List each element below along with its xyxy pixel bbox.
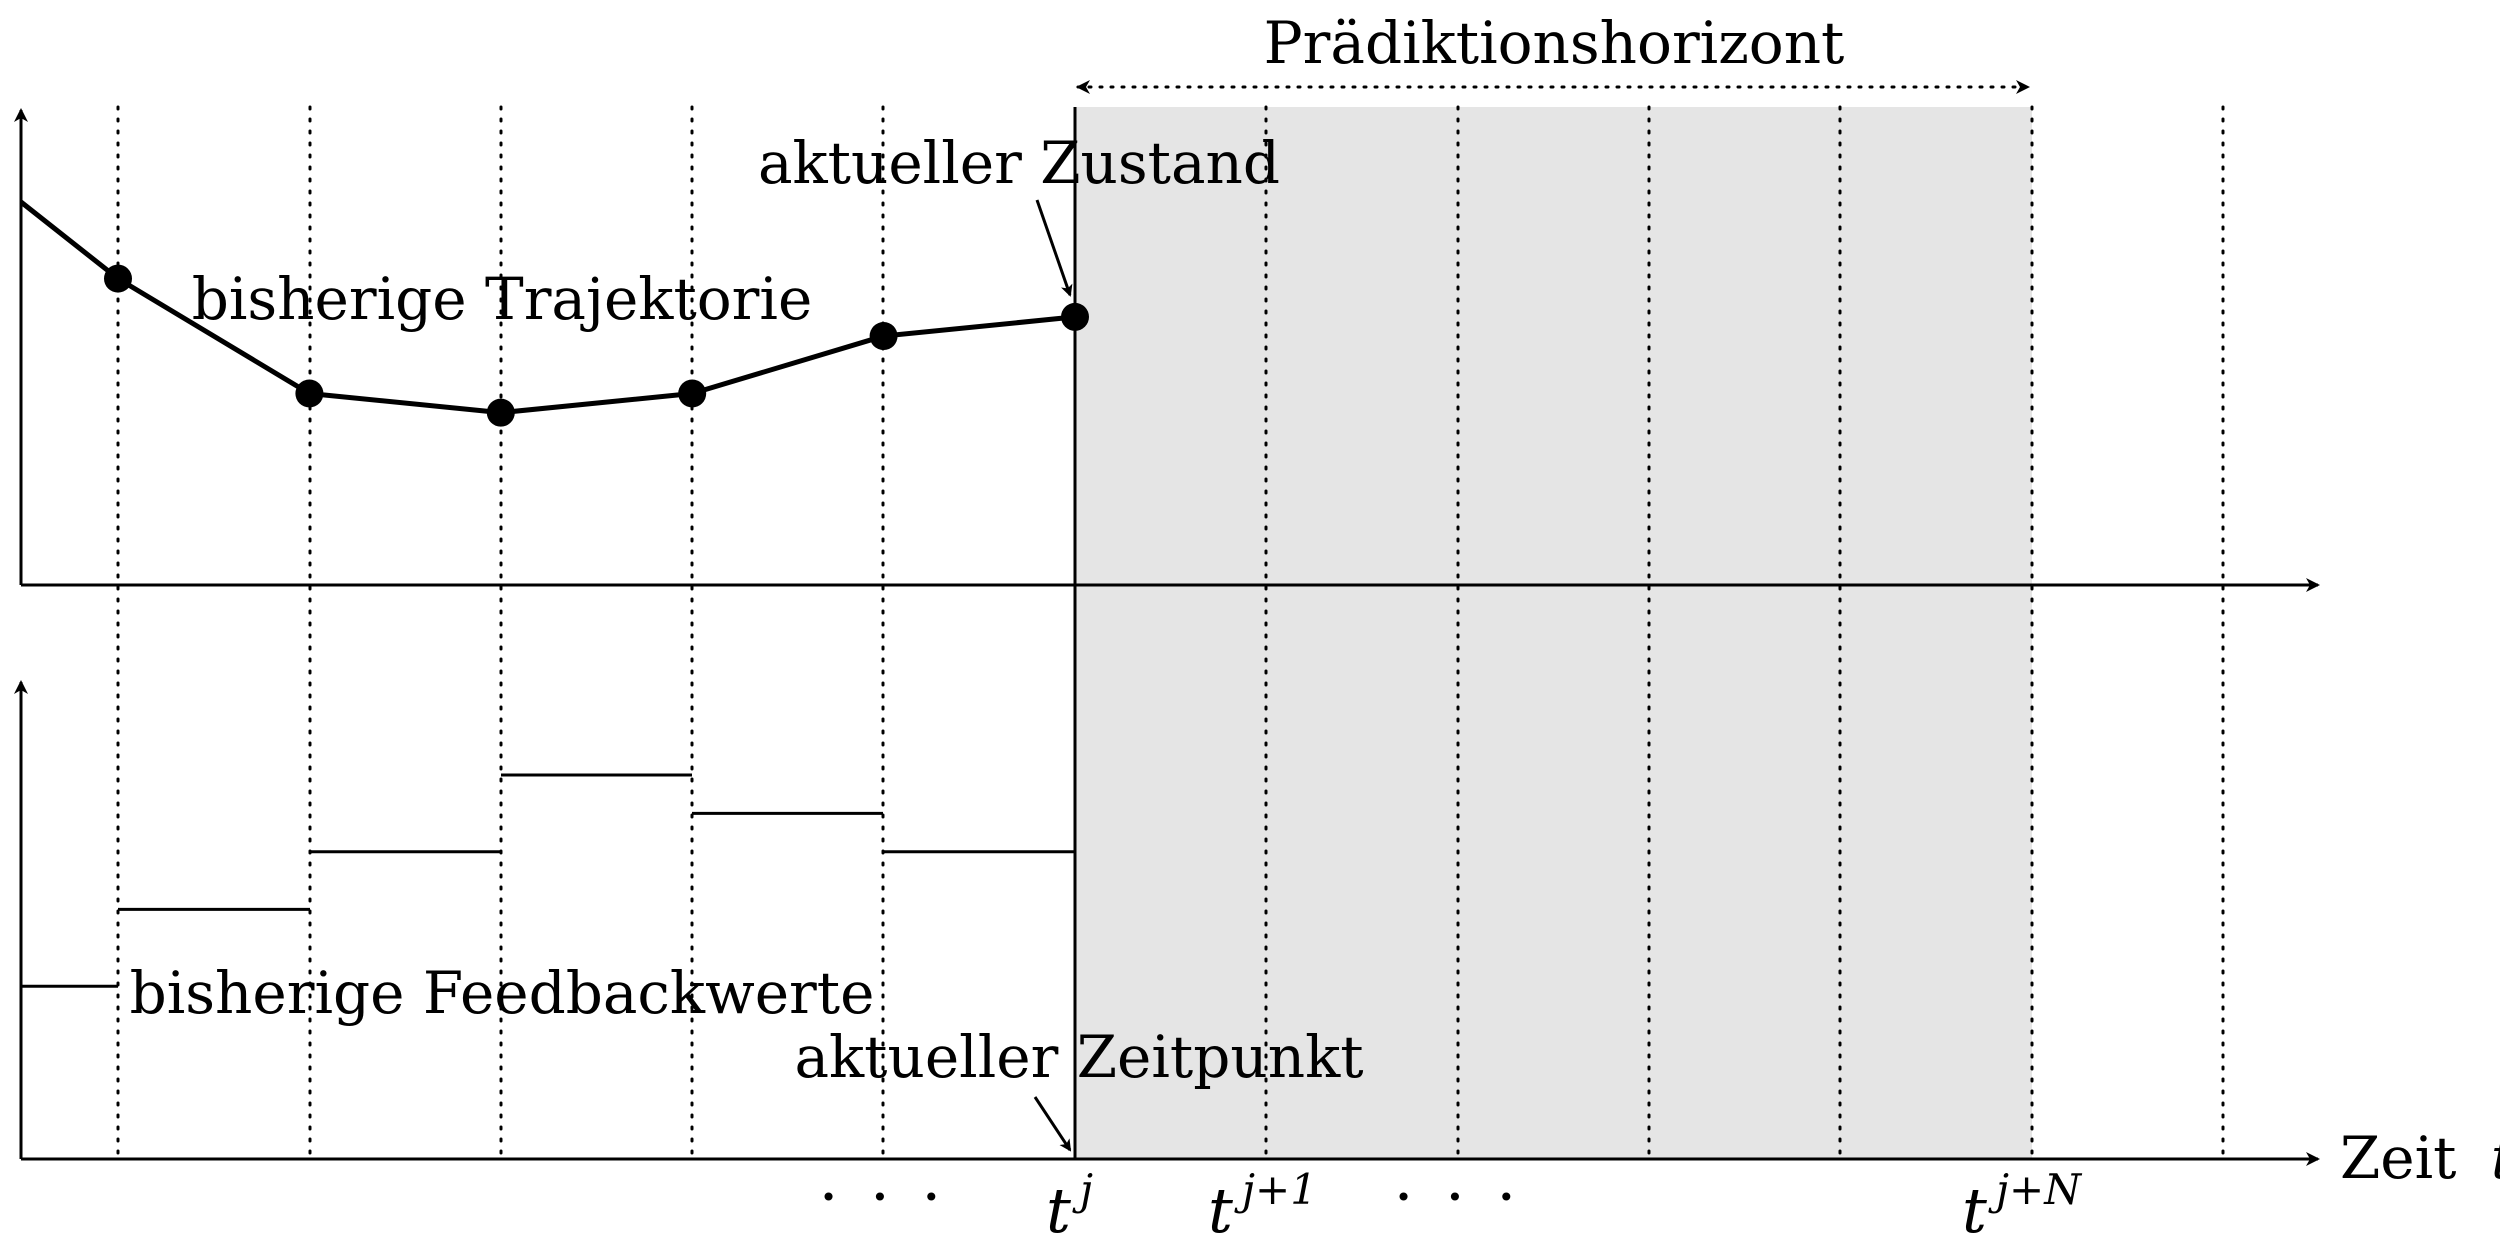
time-axis-label: Zeit t	[2340, 1124, 2500, 1192]
past-feedback	[21, 773, 1075, 988]
tick-tj1-base: t	[1208, 1174, 1233, 1247]
tick-tjN-sup: j+N	[1988, 1165, 2082, 1214]
current-state-arrow	[1035, 199, 1073, 297]
trajectory-point	[1061, 302, 1089, 331]
time-axis-word: Zeit	[2340, 1124, 2456, 1192]
tick-tj: t j	[1046, 1165, 1093, 1247]
tick-tj1: t j+1	[1208, 1165, 1317, 1247]
horizon-label: Prädiktionshorizont	[1264, 9, 1845, 77]
time-grid	[116, 105, 2225, 1161]
tick-ellipsis-2: · · ·	[1394, 1160, 1523, 1233]
prediction-region	[1075, 107, 2032, 1159]
trajectory-point	[104, 264, 132, 293]
tick-ellipsis-1: · · ·	[819, 1160, 948, 1233]
time-axis-var: t	[2491, 1124, 2500, 1192]
tick-tjN-base: t	[1962, 1174, 1987, 1247]
current-state-label: aktueller Zustand	[758, 129, 1280, 197]
trajectory-point	[486, 398, 515, 427]
current-time-label: aktueller Zeitpunkt	[794, 1023, 1363, 1091]
trajectory-point	[869, 322, 898, 351]
current-time-arrow	[1033, 1096, 1072, 1152]
past-trajectory	[19, 200, 1089, 427]
trajectory-point	[678, 379, 707, 408]
tick-tj-sup: j	[1072, 1165, 1093, 1214]
tick-tjN: t j+N	[1962, 1165, 2082, 1247]
past-feedback-label: bisherige Feedbackwerte	[130, 959, 875, 1027]
tick-tj-base: t	[1046, 1174, 1071, 1247]
tick-tj1-sup: j+1	[1234, 1165, 1317, 1214]
trajectory-point	[295, 379, 324, 408]
past-trajectory-label: bisherige Trajektorie	[192, 265, 813, 333]
